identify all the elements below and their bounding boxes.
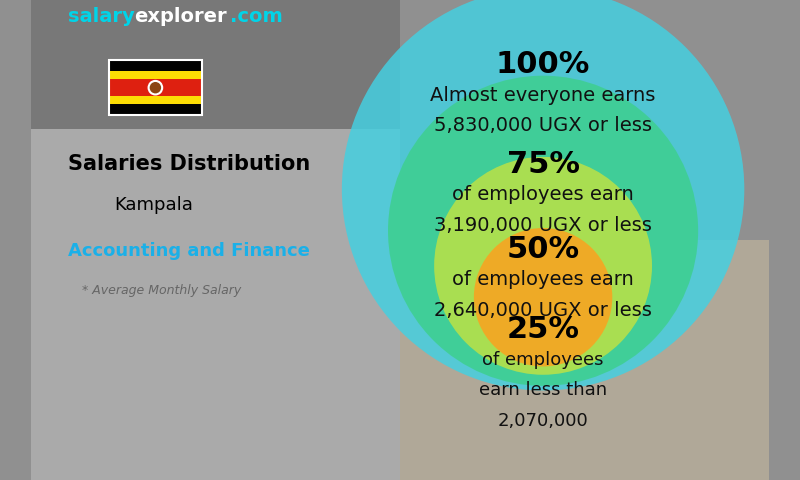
Text: earn less than: earn less than <box>479 382 607 399</box>
Text: * Average Monthly Salary: * Average Monthly Salary <box>82 284 241 297</box>
Bar <box>110 104 202 115</box>
Text: Kampala: Kampala <box>114 196 193 214</box>
Text: of employees: of employees <box>482 351 604 369</box>
Circle shape <box>150 82 161 94</box>
Circle shape <box>434 157 652 375</box>
Circle shape <box>388 76 698 386</box>
Bar <box>110 60 202 115</box>
Text: 2,640,000 UGX or less: 2,640,000 UGX or less <box>434 300 652 320</box>
Bar <box>110 96 202 104</box>
Text: 2,070,000: 2,070,000 <box>498 412 589 430</box>
Text: Accounting and Finance: Accounting and Finance <box>68 242 310 260</box>
Text: 100%: 100% <box>496 50 590 79</box>
Bar <box>400 0 770 240</box>
Text: 3,190,000 UGX or less: 3,190,000 UGX or less <box>434 216 652 235</box>
Bar <box>400 240 770 480</box>
Circle shape <box>147 80 163 96</box>
Circle shape <box>342 0 744 390</box>
Text: 75%: 75% <box>506 150 579 179</box>
Bar <box>110 60 202 71</box>
Text: 25%: 25% <box>506 315 579 344</box>
Text: explorer: explorer <box>134 7 226 26</box>
Bar <box>30 0 400 129</box>
Bar <box>30 129 400 480</box>
Text: of employees earn: of employees earn <box>452 185 634 204</box>
Bar <box>110 79 202 96</box>
Circle shape <box>474 228 612 366</box>
Text: 50%: 50% <box>506 235 580 264</box>
Text: of employees earn: of employees earn <box>452 270 634 289</box>
Text: salary: salary <box>68 7 134 26</box>
Bar <box>110 71 202 79</box>
Text: Almost everyone earns: Almost everyone earns <box>430 85 656 105</box>
Text: 5,830,000 UGX or less: 5,830,000 UGX or less <box>434 116 652 135</box>
Text: Salaries Distribution: Salaries Distribution <box>68 154 310 174</box>
Text: .com: .com <box>230 7 283 26</box>
